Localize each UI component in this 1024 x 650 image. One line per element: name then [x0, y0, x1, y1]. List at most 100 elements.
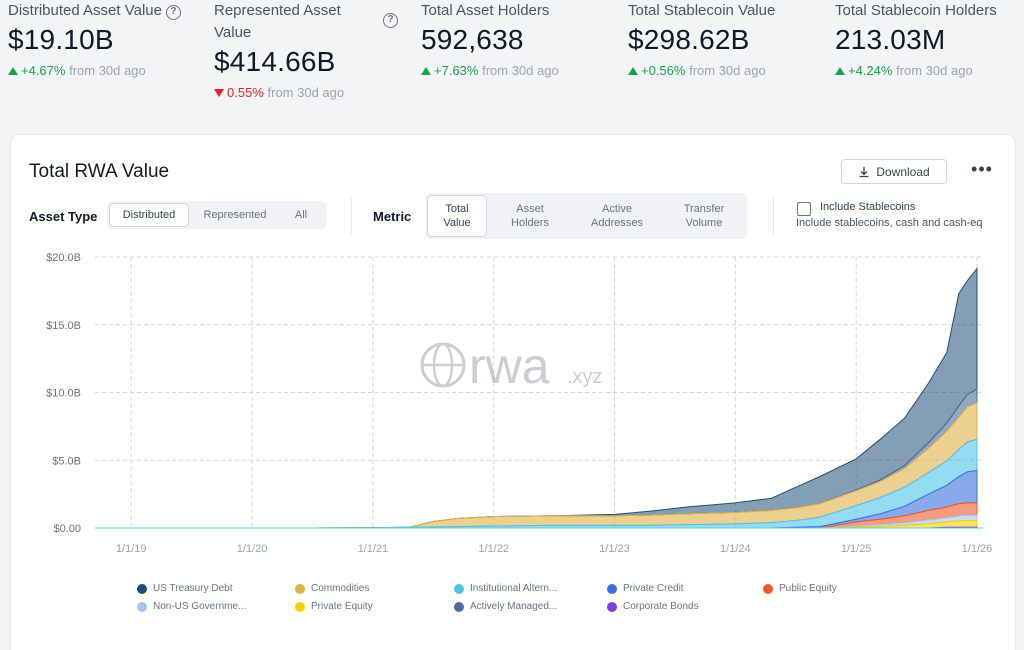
legend-swatch	[454, 583, 464, 594]
download-icon	[859, 166, 869, 177]
legend-swatch	[763, 583, 773, 594]
y-tick-label: $20.0B	[46, 252, 81, 264]
chart-legend: US Treasury Debt Commodities Institutional…	[11, 583, 1017, 623]
card-title: Total RWA Value	[29, 161, 170, 182]
stat-change-suffix: from 30d ago	[896, 63, 973, 78]
stat-change: +4.24%	[848, 63, 893, 78]
stat-value: $19.10B	[8, 24, 114, 55]
stat-change: 0.55%	[227, 85, 264, 100]
globe-meridian	[432, 342, 454, 388]
x-tick-label: 1/1/21	[358, 543, 389, 555]
stat-represented-asset-value: Represented Asset Value ? $414.66B 0.55%…	[214, 0, 404, 102]
arrow-up-icon	[421, 67, 431, 75]
arrow-down-icon	[214, 89, 224, 97]
stat-change-suffix: from 30d ago	[482, 63, 559, 78]
legend-item[interactable]: Private Credit	[607, 583, 684, 594]
legend-label: US Treasury Debt	[153, 583, 233, 594]
legend-item[interactable]: Non-US Governme...	[137, 601, 246, 612]
legend-label: Actively Managed...	[470, 601, 558, 612]
legend-label: Institutional Altern...	[470, 583, 558, 594]
asset-type-option-distributed[interactable]: Distributed	[109, 203, 189, 227]
watermark: rwa .xyz	[420, 338, 603, 394]
y-tick-label: $15.0B	[46, 320, 81, 332]
legend-label: Non-US Governme...	[153, 601, 247, 612]
stat-value: 592,638	[421, 24, 524, 55]
legend-item[interactable]: Private Equity	[295, 601, 373, 612]
more-options-button[interactable]: •••	[971, 159, 993, 179]
legend-item[interactable]: Public Equity	[763, 583, 837, 594]
legend-item[interactable]: Corporate Bonds	[607, 601, 699, 612]
arrow-up-icon	[835, 67, 845, 75]
legend-label: Public Equity	[779, 583, 837, 594]
x-tick-label: 1/1/20	[237, 543, 268, 555]
y-tick-label: $10.0B	[46, 388, 81, 400]
include-stablecoins-label: Include Stablecoins	[820, 201, 916, 213]
stat-change: +4.67%	[21, 63, 66, 78]
stat-change: +7.63%	[434, 63, 479, 78]
legend-label: Commodities	[311, 583, 370, 594]
stat-change: +0.56%	[641, 63, 686, 78]
y-tick-label: $0.00	[53, 523, 81, 535]
x-tick-label: 1/1/24	[720, 543, 751, 555]
help-icon[interactable]: ?	[165, 5, 181, 20]
help-icon[interactable]: ?	[383, 13, 398, 28]
legend-item[interactable]: US Treasury Debt	[137, 583, 232, 594]
arrow-up-icon	[628, 67, 638, 75]
area-series-us-treasury-debt	[95, 267, 978, 529]
x-tick-label: 1/1/25	[841, 543, 872, 555]
watermark-suffix: .xyz	[567, 366, 603, 388]
stat-value: $414.66B	[214, 46, 336, 77]
asset-type-label: Asset Type	[29, 209, 98, 224]
legend-item[interactable]: Commodities	[295, 583, 369, 594]
watermark-brand: rwa	[469, 338, 550, 394]
metric-toggle: Total Value Asset Holders Active Address…	[425, 193, 747, 239]
y-tick-label: $5.0B	[52, 455, 81, 467]
include-stablecoins-checkbox[interactable]	[797, 202, 811, 216]
stat-change-suffix: from 30d ago	[69, 63, 146, 78]
download-button[interactable]: Download	[841, 159, 947, 184]
stat-distributed-asset-value: Distributed Asset Value? $19.10B +4.67% …	[8, 0, 181, 80]
legend-swatch	[295, 583, 305, 594]
rwa-area-chart: $0.00 $5.0B $10.0B $15.0B $20.0B 1/1/19 1/1/20…	[46, 252, 993, 555]
legend-label: Private Equity	[311, 601, 373, 612]
stat-label: Total Stablecoin Value	[628, 2, 776, 19]
legend-swatch	[295, 601, 305, 612]
stat-label: Distributed Asset Value	[8, 2, 162, 19]
stats-bar: Distributed Asset Value? $19.10B +4.67% …	[0, 0, 1024, 120]
metric-option-active-addresses[interactable]: Active Addresses	[591, 203, 643, 229]
legend-label: Private Credit	[623, 583, 684, 594]
asset-type-option-all[interactable]: All	[294, 209, 308, 221]
stat-label: Represented Asset Value	[214, 2, 341, 41]
metric-label: Metric	[373, 209, 412, 224]
stat-change-suffix: from 30d ago	[267, 85, 345, 100]
stat-total-stablecoin-value: Total Stablecoin Value $298.62B +0.56% f…	[628, 0, 775, 80]
legend-swatch	[137, 583, 147, 594]
metric-option-transfer-volume[interactable]: Transfer Volume	[683, 203, 725, 229]
stat-total-stablecoin-holders: Total Stablecoin Holders 213.03M +4.24% …	[835, 0, 997, 80]
include-stablecoins-description: Include stablecoins, cash and cash-eq	[796, 217, 983, 229]
divider	[773, 197, 774, 235]
metric-option-asset-holders[interactable]: Asset Holders	[511, 203, 549, 229]
legend-item[interactable]: Institutional Altern...	[454, 583, 557, 594]
rwa-chart-card: Total RWA Value Download ••• Asset Type …	[10, 134, 1016, 650]
stat-label: Total Stablecoin Holders	[835, 2, 997, 19]
x-tick-label: 1/1/26	[962, 543, 993, 555]
asset-type-toggle: Distributed Represented All	[107, 201, 327, 229]
stat-value: $298.62B	[628, 24, 750, 55]
stat-total-asset-holders: Total Asset Holders 592,638 +7.63% from …	[421, 0, 559, 80]
legend-item[interactable]: Actively Managed...	[454, 601, 557, 612]
globe-icon	[420, 342, 466, 388]
x-tick-label: 1/1/19	[116, 543, 147, 555]
legend-label: Corporate Bonds	[623, 601, 699, 612]
stat-label: Total Asset Holders	[421, 2, 550, 19]
download-label: Download	[876, 164, 930, 179]
arrow-up-icon	[8, 67, 18, 75]
legend-swatch	[137, 601, 147, 612]
asset-type-option-represented[interactable]: Represented	[203, 209, 267, 221]
legend-swatch	[454, 601, 464, 612]
x-tick-label: 1/1/23	[599, 543, 630, 555]
stat-value: 213.03M	[835, 24, 946, 55]
legend-swatch	[607, 601, 617, 612]
stat-change-suffix: from 30d ago	[689, 63, 766, 78]
metric-option-total-value[interactable]: Total Value	[427, 195, 487, 237]
